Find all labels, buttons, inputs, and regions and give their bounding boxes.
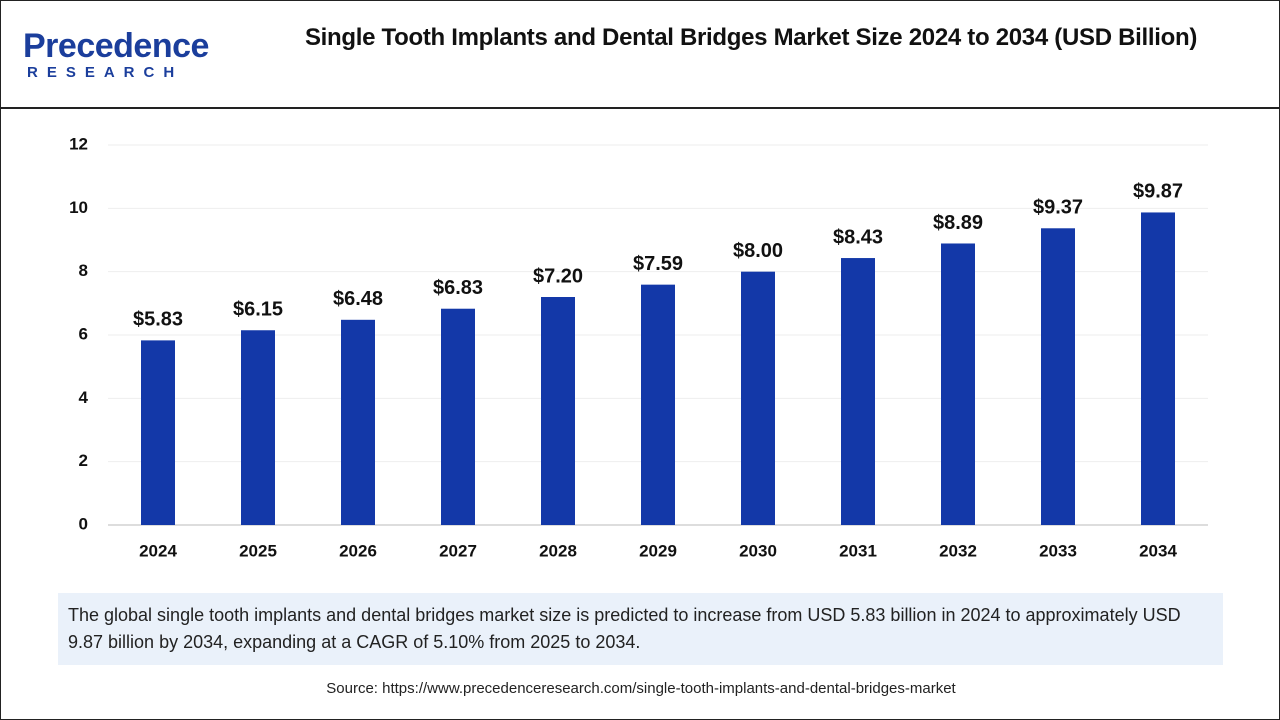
bar [141, 340, 175, 525]
logo-name: Precedence [23, 27, 209, 65]
y-tick-label: 0 [79, 514, 88, 533]
bar [241, 330, 275, 525]
bar [1041, 228, 1075, 525]
y-tick-label: 6 [79, 324, 88, 343]
x-tick-label: 2025 [239, 541, 277, 560]
x-tick-label: 2029 [639, 541, 677, 560]
x-tick-label: 2030 [739, 541, 777, 560]
bar [841, 258, 875, 525]
bar [541, 297, 575, 525]
bar [1141, 212, 1175, 525]
value-label: $8.43 [833, 226, 883, 248]
value-label: $9.87 [1133, 181, 1183, 203]
bar [341, 319, 375, 525]
value-label: $8.00 [733, 240, 783, 262]
x-tick-label: 2034 [1139, 541, 1177, 560]
value-label: $6.48 [333, 288, 383, 310]
value-label: $6.15 [233, 299, 283, 321]
value-label: $5.83 [133, 309, 183, 331]
x-tick-label: 2027 [439, 541, 477, 560]
y-tick-label: 2 [79, 451, 88, 470]
y-tick-label: 8 [79, 261, 88, 280]
source: Source: https://www.precedenceresearch.c… [326, 680, 956, 697]
value-label: $8.89 [933, 212, 983, 234]
x-tick-label: 2028 [539, 541, 577, 560]
value-label: $7.20 [533, 265, 583, 287]
y-tick-label: 12 [69, 134, 88, 153]
x-tick-label: 2026 [339, 541, 377, 560]
header: Precedence RESEARCH Single Tooth Implant… [1, 1, 1279, 109]
value-label: $9.37 [1033, 197, 1083, 219]
value-label: $6.83 [433, 277, 483, 299]
chart-title: Single Tooth Implants and Dental Bridges… [304, 24, 1198, 51]
logo-tagline: RESEARCH [27, 64, 184, 81]
y-tick-label: 10 [69, 198, 88, 217]
description: The global single tooth implants and den… [58, 593, 1223, 665]
x-tick-label: 2031 [839, 541, 877, 560]
bar [741, 271, 775, 525]
value-label: $7.59 [633, 253, 683, 275]
chart: 0 2 4 6 8 10 12 2024 $5.83 2025 $6.15 2026 $6.48 2027… [69, 134, 1208, 560]
x-tick-label: 2024 [139, 541, 177, 560]
bar [941, 243, 975, 525]
x-tick-label: 2033 [1039, 541, 1077, 560]
y-tick-label: 4 [79, 388, 89, 407]
bar [641, 284, 675, 525]
x-tick-label: 2032 [939, 541, 977, 560]
bar [441, 308, 475, 525]
